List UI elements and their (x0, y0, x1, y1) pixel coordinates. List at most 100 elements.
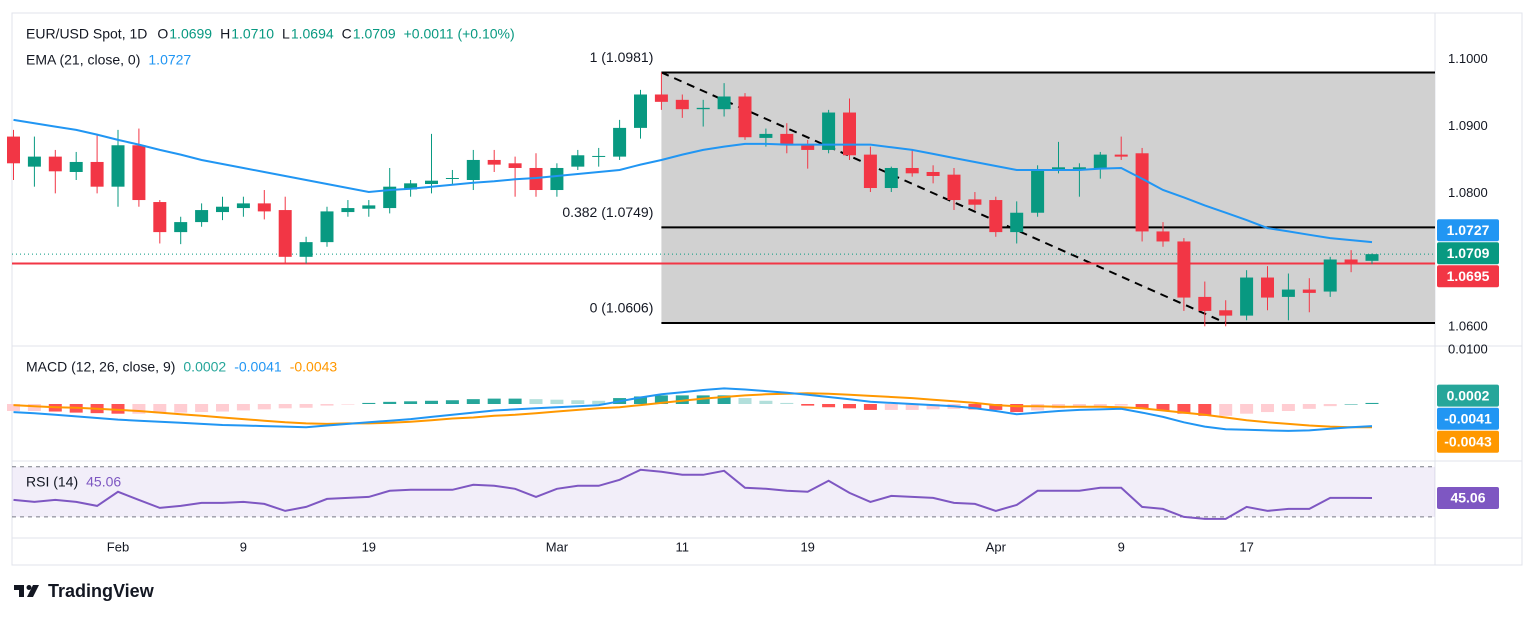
logo (14, 585, 39, 597)
histogram-bar (759, 400, 773, 404)
legend-text: 1.0694 (291, 26, 334, 42)
histogram-bar (404, 401, 418, 404)
histogram-bar (571, 400, 585, 404)
histogram-bar (216, 404, 229, 412)
histogram-bar (278, 404, 292, 409)
candle-body (863, 154, 877, 189)
histogram-bar (634, 396, 647, 404)
legend-text: 1.0710 (231, 26, 274, 42)
histogram-bar (592, 400, 606, 404)
histogram-bar (801, 404, 815, 406)
histogram-bar (1093, 404, 1107, 407)
histogram-bar (487, 398, 501, 404)
histogram-bar (717, 395, 731, 404)
histogram-bar (299, 404, 313, 408)
legend-text: EMA (21, close, 0) (26, 52, 140, 68)
fib-label: 1 (1.0981) (590, 49, 654, 65)
candle-body (1219, 310, 1233, 316)
histogram-bar (7, 404, 20, 411)
price-tag-label: -0.0041 (1444, 410, 1492, 426)
price-tag-label: 45.06 (1450, 490, 1485, 506)
candle-body (195, 210, 209, 223)
candle-body (27, 156, 41, 167)
histogram-bar (529, 399, 543, 404)
candle-body (634, 94, 647, 128)
histogram-bar (654, 395, 668, 404)
price-tag (1437, 219, 1499, 242)
candle-body (550, 167, 564, 191)
logo-mark (27, 585, 39, 597)
macd-line (13, 387, 1373, 432)
candle-body (1114, 154, 1128, 157)
frame (11, 12, 1523, 566)
candle-body (132, 145, 146, 201)
histogram-bar (884, 404, 898, 410)
histogram-bar (341, 404, 355, 405)
y-tick-label: 1.0900 (1448, 118, 1488, 133)
histogram-bar (1198, 404, 1212, 416)
histogram-bar (111, 404, 125, 414)
candle-body (843, 112, 856, 156)
candle-body (466, 159, 480, 180)
histogram-bar (1072, 404, 1086, 408)
histogram-bar (1323, 404, 1337, 407)
legend-text: L (282, 26, 290, 42)
histogram-bar (550, 399, 564, 404)
histogram-bar (257, 404, 271, 410)
histogram-bar (905, 404, 919, 410)
candle-body (508, 163, 522, 168)
legend-text: C (342, 26, 352, 42)
candle-body (1198, 296, 1212, 311)
legend-text: 1.0727 (148, 52, 191, 68)
candle-body (48, 156, 62, 172)
candle-body (801, 145, 815, 150)
y-tick-label: 0.0100 (1448, 342, 1488, 357)
histogram-bar (1010, 404, 1024, 413)
histogram-bar (1135, 404, 1149, 409)
candle-body (90, 161, 104, 187)
candle-body (1093, 154, 1107, 169)
x-tick-label: 11 (676, 539, 690, 554)
histogram-bar (1240, 404, 1254, 414)
price-tag (1437, 384, 1499, 407)
candle-body (1177, 241, 1191, 298)
candle-body (696, 107, 710, 110)
histogram-bar (1114, 404, 1128, 406)
logo-mark (26, 585, 32, 590)
candle-body (717, 96, 731, 110)
candle-body (362, 205, 376, 209)
fib-zone (661, 72, 1435, 323)
histogram-bar (675, 395, 689, 404)
x-tick-label: 9 (240, 539, 247, 554)
candle-body (822, 112, 836, 150)
x-tick-label: 17 (1239, 539, 1253, 554)
candle-body (69, 161, 83, 172)
histogram-bar (863, 404, 877, 410)
legend-text: EUR/USD Spot, 1D (26, 26, 147, 42)
candle-body (257, 203, 271, 212)
histogram-bar (383, 401, 397, 404)
price-tag-label: -0.0043 (1444, 433, 1492, 449)
histogram-bar (174, 404, 188, 413)
candle-body (320, 211, 334, 243)
fib-label: 0.382 (1.0749) (562, 204, 653, 220)
candle-body (613, 127, 627, 157)
price-tag-label: 0.0002 (1447, 387, 1490, 403)
candle-body (1344, 259, 1358, 263)
histogram-bar (27, 404, 41, 411)
candle-body (592, 155, 606, 157)
histogram-bar (1177, 404, 1191, 414)
candle-body (174, 222, 188, 233)
candle-body (989, 200, 1003, 233)
histogram-bar (132, 404, 146, 414)
price-tag (1437, 487, 1499, 510)
histogram-bar (508, 398, 522, 404)
candle-body (487, 159, 501, 165)
legend-text: O (157, 26, 168, 42)
candle-body (780, 133, 794, 146)
y-tick-label: 1.0600 (1448, 318, 1488, 333)
price-tag-label: 1.0695 (1447, 268, 1490, 284)
candle-body (111, 145, 125, 187)
rsi-band (12, 466, 1435, 517)
